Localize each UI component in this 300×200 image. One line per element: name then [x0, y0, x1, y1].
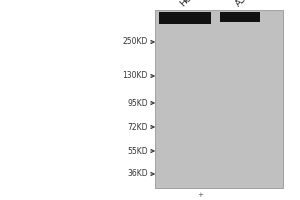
Bar [155, 10, 283, 188]
Text: Hela: Hela [178, 0, 200, 8]
Text: 250KD: 250KD [123, 38, 148, 46]
Text: 130KD: 130KD [123, 72, 148, 80]
Bar [220, 12, 260, 22]
Text: 55KD: 55KD [128, 146, 148, 156]
Text: 95KD: 95KD [128, 98, 148, 108]
Text: 36KD: 36KD [128, 170, 148, 178]
Bar [159, 12, 211, 24]
Text: 72KD: 72KD [128, 122, 148, 132]
Text: +: + [197, 192, 203, 198]
Text: A549: A549 [234, 0, 256, 8]
